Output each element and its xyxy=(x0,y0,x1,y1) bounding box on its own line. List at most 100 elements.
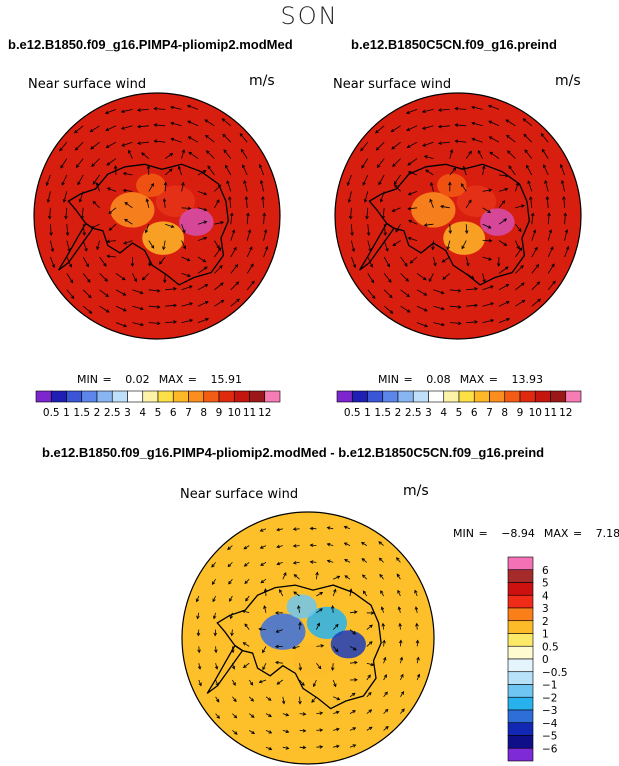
wind-arrow-head xyxy=(369,263,373,268)
wind-arrow-head xyxy=(470,275,475,279)
wind-arrow xyxy=(362,574,368,580)
wind-arrow xyxy=(188,136,199,143)
colorbar-tick-label: 2 xyxy=(395,407,402,419)
wind-arrow xyxy=(392,158,401,167)
wind-arrow xyxy=(383,224,386,236)
wind-arrow-head xyxy=(205,134,209,139)
wind-arrow-head xyxy=(354,678,358,682)
wind-arrow xyxy=(366,692,372,698)
wind-arrow-head xyxy=(394,184,398,188)
wind-arrow-head xyxy=(173,287,177,291)
wind-arrow xyxy=(299,679,305,686)
wind-arrow xyxy=(215,663,218,670)
wind-arrow-head xyxy=(65,232,70,237)
wind-arrow xyxy=(489,151,500,159)
wind-arrow xyxy=(46,174,51,186)
wind-arrow-head xyxy=(407,236,412,241)
wind-arrow xyxy=(248,679,254,686)
wind-arrow xyxy=(66,224,69,236)
wind-arrow xyxy=(344,526,351,530)
wind-arrow-head xyxy=(490,318,495,323)
wind-arrow-head xyxy=(216,245,220,249)
wind-arrow xyxy=(230,213,233,225)
wind-arrow-head xyxy=(471,121,475,126)
wind-arrow xyxy=(316,623,320,630)
wind-arrow-head xyxy=(423,292,428,296)
field-patch xyxy=(155,185,196,217)
wind-arrow xyxy=(293,545,300,547)
wind-arrow-head xyxy=(169,153,174,157)
min-label: MIN = xyxy=(77,373,112,386)
wind-arrow xyxy=(105,125,117,131)
wind-arrow xyxy=(449,322,461,324)
wind-arrow xyxy=(263,246,268,258)
wind-arrow-head xyxy=(506,317,511,322)
wind-arrow-head xyxy=(205,150,210,154)
wind-arrow xyxy=(90,141,100,150)
wind-arrow xyxy=(115,289,126,296)
wind-arrow xyxy=(472,138,483,143)
wind-arrow xyxy=(333,696,340,700)
wind-arrow xyxy=(316,712,323,714)
colorbar-swatch xyxy=(507,594,534,609)
wind-arrow-head xyxy=(106,254,110,259)
colorbar-tick-label: 3 xyxy=(542,603,549,615)
wind-arrow xyxy=(416,674,420,681)
wind-arrow-head xyxy=(202,259,207,263)
wind-arrow xyxy=(246,263,254,274)
wind-arrow-head xyxy=(352,710,356,714)
wind-arrow-head xyxy=(505,301,510,305)
wind-arrow-head xyxy=(203,191,208,196)
wind-arrow xyxy=(227,562,233,567)
wind-arrow-head xyxy=(449,149,454,153)
wind-arrow-head xyxy=(67,248,71,252)
wind-arrow xyxy=(408,171,418,176)
wind-arrow xyxy=(316,645,324,647)
wind-arrow xyxy=(141,152,150,159)
wind-arrow-head xyxy=(365,215,369,220)
colorbar-tick-label: 4 xyxy=(440,407,447,419)
wind-arrow xyxy=(262,196,264,208)
wind-arrow xyxy=(293,528,300,530)
wind-arrow-head xyxy=(245,597,249,602)
wind-arrow-head xyxy=(336,744,340,749)
wind-arrow xyxy=(230,298,240,307)
colorbar-swatch xyxy=(507,645,534,660)
wind-arrow xyxy=(515,282,525,291)
wind-arrow xyxy=(248,730,255,734)
wind-arrow-head xyxy=(263,588,268,592)
wind-arrow xyxy=(378,174,385,185)
wind-arrow-head xyxy=(47,215,52,220)
wind-arrow-head xyxy=(186,257,191,262)
wind-arrow xyxy=(425,169,434,176)
wind-arrow xyxy=(466,321,478,323)
wind-arrow xyxy=(214,282,224,291)
wind-arrow-head xyxy=(103,262,107,267)
wind-arrow-head xyxy=(384,708,389,713)
wind-arrow xyxy=(391,141,401,150)
wind-arrow-head xyxy=(205,317,210,322)
wind-arrow-head xyxy=(496,263,501,267)
wind-arrow-head xyxy=(144,229,149,234)
wind-arrow-head xyxy=(532,229,537,234)
wind-arrow xyxy=(400,289,410,297)
wind-arrow-head xyxy=(366,232,371,237)
wind-arrow-head xyxy=(92,180,97,185)
wind-arrow xyxy=(230,247,237,258)
wind-arrow-head xyxy=(391,208,396,212)
wind-arrow-head xyxy=(216,698,220,703)
wind-arrow-head xyxy=(354,660,358,665)
wind-arrow xyxy=(424,155,434,159)
wind-field-shading xyxy=(335,93,581,339)
wind-arrow-head xyxy=(130,263,135,267)
wind-arrow xyxy=(564,229,568,241)
wind-arrow xyxy=(531,247,538,258)
wind-arrow xyxy=(121,125,133,130)
wind-arrow xyxy=(214,199,220,208)
wind-arrow xyxy=(498,240,507,246)
wind-arrow-head xyxy=(438,141,442,145)
wind-arrow xyxy=(232,713,237,719)
wind-arrow-head xyxy=(506,150,511,154)
wind-arrow xyxy=(332,589,336,597)
